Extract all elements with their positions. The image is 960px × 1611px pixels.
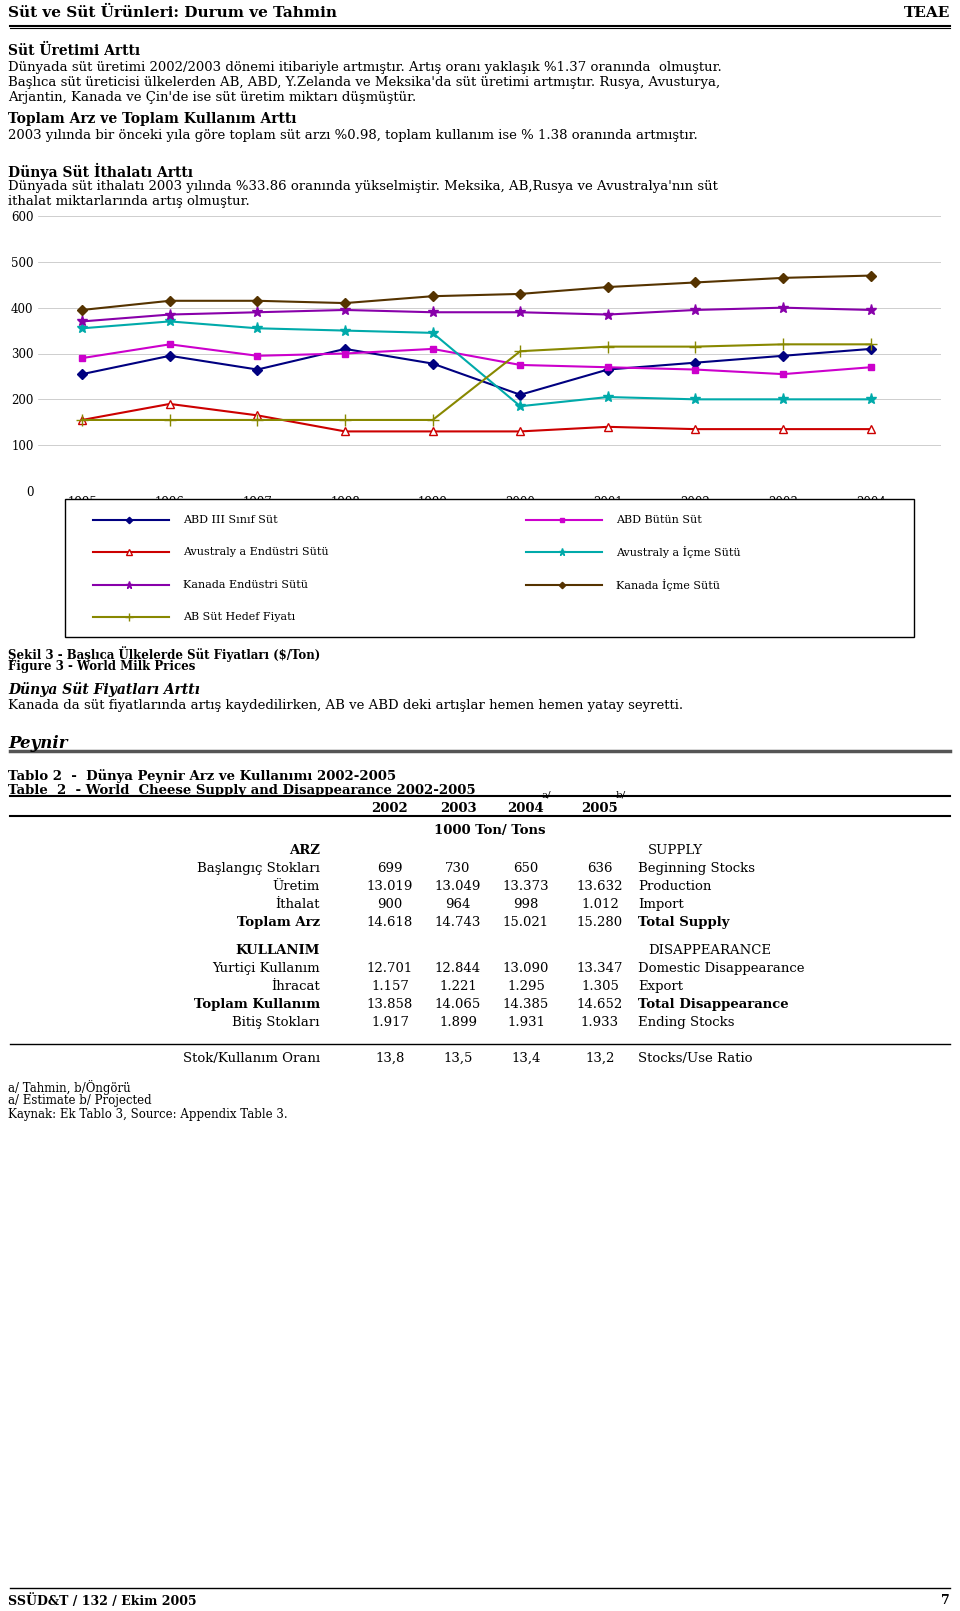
Text: Kanada İçme Sütü: Kanada İçme Sütü <box>616 578 720 591</box>
Text: Ending Stocks: Ending Stocks <box>638 1017 734 1029</box>
Text: a/ Estimate b/ Projected: a/ Estimate b/ Projected <box>8 1094 152 1107</box>
Text: AB Süt Hedef Fiyatı: AB Süt Hedef Fiyatı <box>182 612 295 622</box>
Text: 2003 yılında bir önceki yıla göre toplam süt arzı %0.98, toplam kullanım ise % 1: 2003 yılında bir önceki yıla göre toplam… <box>8 129 698 142</box>
Text: 14.385: 14.385 <box>503 997 549 1012</box>
Text: 1.012: 1.012 <box>581 897 619 910</box>
Text: 12.844: 12.844 <box>435 962 481 975</box>
Text: 1.221: 1.221 <box>439 979 477 992</box>
Text: 13.090: 13.090 <box>503 962 549 975</box>
Text: Table  2  - World  Cheese Supply and Disappearance 2002-2005: Table 2 - World Cheese Supply and Disapp… <box>8 785 475 797</box>
Text: 2005: 2005 <box>582 802 618 815</box>
Text: 13.373: 13.373 <box>503 880 549 892</box>
Text: Toplam Arz: Toplam Arz <box>237 917 320 930</box>
Text: Bitiş Stokları: Bitiş Stokları <box>232 1017 320 1029</box>
Text: 14.618: 14.618 <box>367 917 413 930</box>
Text: 14.065: 14.065 <box>435 997 481 1012</box>
Text: b/: b/ <box>616 789 626 799</box>
Text: 7: 7 <box>941 1593 950 1608</box>
Text: 13.347: 13.347 <box>577 962 623 975</box>
Text: Dünyada süt ithalatı 2003 yılında %33.86 oranında yükselmiştir. Meksika, AB,Rusy: Dünyada süt ithalatı 2003 yılında %33.86… <box>8 180 718 193</box>
Text: 13.049: 13.049 <box>435 880 481 892</box>
Text: Kaynak: Ek Tablo 3, Source: Appendix Table 3.: Kaynak: Ek Tablo 3, Source: Appendix Tab… <box>8 1108 288 1121</box>
Text: 730: 730 <box>445 862 470 875</box>
Text: 650: 650 <box>514 862 539 875</box>
Text: İthalat: İthalat <box>276 897 320 910</box>
Text: 12.701: 12.701 <box>367 962 413 975</box>
Text: 14.652: 14.652 <box>577 997 623 1012</box>
FancyBboxPatch shape <box>65 499 914 636</box>
Text: 1.305: 1.305 <box>581 979 619 992</box>
Text: Avustraly a Endüstri Sütü: Avustraly a Endüstri Sütü <box>182 548 328 557</box>
Text: a/ Tahmin, b/Öngörü: a/ Tahmin, b/Öngörü <box>8 1079 131 1095</box>
Text: 13.632: 13.632 <box>577 880 623 892</box>
Text: Süt Üretimi Arttı: Süt Üretimi Arttı <box>8 43 140 58</box>
Text: 13,8: 13,8 <box>375 1052 405 1065</box>
Text: Dünyada süt üretimi 2002/2003 dönemi itibariyle artmıştır. Artış oranı yaklaşık : Dünyada süt üretimi 2002/2003 dönemi iti… <box>8 61 722 74</box>
Text: Süt ve Süt Ürünleri: Durum ve Tahmin: Süt ve Süt Ürünleri: Durum ve Tahmin <box>8 6 337 21</box>
Text: SUPPLY: SUPPLY <box>648 844 703 857</box>
Text: 2004: 2004 <box>508 802 544 815</box>
Text: 964: 964 <box>445 897 470 910</box>
Text: Toplam Arz ve Toplam Kullanım Arttı: Toplam Arz ve Toplam Kullanım Arttı <box>8 113 297 126</box>
Text: 1.931: 1.931 <box>507 1017 545 1029</box>
Text: 1.917: 1.917 <box>371 1017 409 1029</box>
Text: Stocks/Use Ratio: Stocks/Use Ratio <box>638 1052 753 1065</box>
Text: 1.899: 1.899 <box>439 1017 477 1029</box>
Text: ABD III Sınıf Süt: ABD III Sınıf Süt <box>182 514 277 525</box>
Text: 2003: 2003 <box>440 802 476 815</box>
Text: 13.858: 13.858 <box>367 997 413 1012</box>
Text: Beginning Stocks: Beginning Stocks <box>638 862 755 875</box>
Text: Arjantin, Kanada ve Çin'de ise süt üretim miktarı düşmüştür.: Arjantin, Kanada ve Çin'de ise süt üreti… <box>8 90 417 105</box>
Text: ARZ: ARZ <box>289 844 320 857</box>
Text: ABD Bütün Süt: ABD Bütün Süt <box>616 514 702 525</box>
Text: a/: a/ <box>542 789 552 799</box>
Text: 900: 900 <box>377 897 402 910</box>
Text: Domestic Disappearance: Domestic Disappearance <box>638 962 804 975</box>
Text: Dünya Süt İthalatı Arttı: Dünya Süt İthalatı Arttı <box>8 163 193 180</box>
Text: ithalat miktarlarında artış olmuştur.: ithalat miktarlarında artış olmuştur. <box>8 195 250 208</box>
Text: Yurtiçi Kullanım: Yurtiçi Kullanım <box>212 962 320 975</box>
Text: 1.157: 1.157 <box>372 979 409 992</box>
Text: Kanada Endüstri Sütü: Kanada Endüstri Sütü <box>182 580 308 590</box>
Text: Stok/Kullanım Oranı: Stok/Kullanım Oranı <box>182 1052 320 1065</box>
Text: 1.933: 1.933 <box>581 1017 619 1029</box>
Text: Dünya Süt Fiyatları Arttı: Dünya Süt Fiyatları Arttı <box>8 681 200 698</box>
Text: Şekil 3 - Başlıca Ülkelerde Süt Fiyatları ($/Ton): Şekil 3 - Başlıca Ülkelerde Süt Fiyatlar… <box>8 646 321 662</box>
Text: 13,4: 13,4 <box>512 1052 540 1065</box>
Text: 13.019: 13.019 <box>367 880 413 892</box>
Text: 1000 Ton/ Tons: 1000 Ton/ Tons <box>434 823 545 838</box>
Text: Total Supply: Total Supply <box>638 917 730 930</box>
Text: 1.295: 1.295 <box>507 979 545 992</box>
Text: SSÜD&T / 132 / Ekim 2005: SSÜD&T / 132 / Ekim 2005 <box>8 1593 197 1608</box>
Text: Avustraly a İçme Sütü: Avustraly a İçme Sütü <box>616 546 740 559</box>
Text: Kanada da süt fiyatlarında artış kaydedilirken, AB ve ABD deki artışlar hemen he: Kanada da süt fiyatlarında artış kaydedi… <box>8 699 684 712</box>
Text: TEAE: TEAE <box>903 6 950 19</box>
Text: Tablo 2  -  Dünya Peynir Arz ve Kullanımı 2002-2005: Tablo 2 - Dünya Peynir Arz ve Kullanımı … <box>8 768 396 783</box>
Text: 14.743: 14.743 <box>435 917 481 930</box>
Text: 13,2: 13,2 <box>586 1052 614 1065</box>
Text: Export: Export <box>638 979 683 992</box>
Text: İhracat: İhracat <box>272 979 320 992</box>
Text: 636: 636 <box>588 862 612 875</box>
Text: Başlangıç Stokları: Başlangıç Stokları <box>197 862 320 875</box>
Text: KULLANIM: KULLANIM <box>235 944 320 957</box>
Text: Import: Import <box>638 897 684 910</box>
Text: Production: Production <box>638 880 711 892</box>
Text: Üretim: Üretim <box>273 880 320 892</box>
Text: 2002: 2002 <box>372 802 408 815</box>
Text: Toplam Kullanım: Toplam Kullanım <box>194 997 320 1012</box>
Text: Total Disappearance: Total Disappearance <box>638 997 788 1012</box>
Text: 13,5: 13,5 <box>444 1052 472 1065</box>
Text: Peynir: Peynir <box>8 735 67 752</box>
Text: Başlıca süt üreticisi ülkelerden AB, ABD, Y.Zelanda ve Meksika'da süt üretimi ar: Başlıca süt üreticisi ülkelerden AB, ABD… <box>8 76 720 89</box>
Text: 998: 998 <box>514 897 539 910</box>
Text: DISAPPEARANCE: DISAPPEARANCE <box>648 944 771 957</box>
Text: Figure 3 - World Milk Prices: Figure 3 - World Milk Prices <box>8 661 196 673</box>
Text: 699: 699 <box>377 862 403 875</box>
Text: 15.280: 15.280 <box>577 917 623 930</box>
Text: 15.021: 15.021 <box>503 917 549 930</box>
